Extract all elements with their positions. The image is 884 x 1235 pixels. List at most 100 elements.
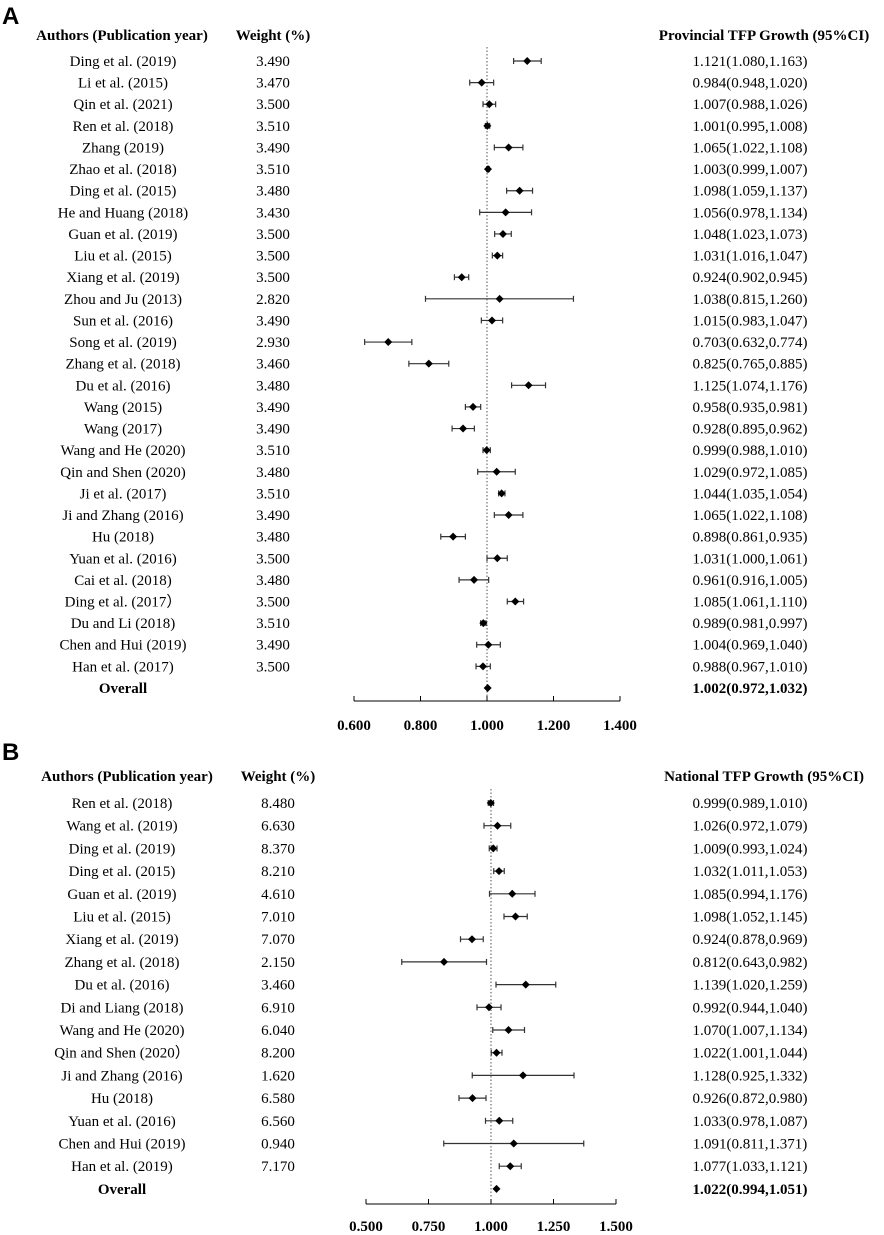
study-ci-text: 0.988(0.967,1.010): [693, 659, 808, 675]
study-ci-text: 1.026(0.972,1.079): [693, 819, 808, 835]
study-weight: 3.480: [256, 530, 290, 546]
study-name: Wang and He (2020): [59, 1023, 184, 1039]
study-ci-text: 1.085(0.994,1.176): [693, 887, 808, 903]
study-ci-text: 0.926(0.872,0.980): [693, 1091, 808, 1107]
study-ci-text: 0.958(0.935,0.981): [693, 400, 808, 416]
overall-ci-text: 1.002(0.972,1.032): [693, 681, 808, 697]
study-weight: 6.580: [261, 1091, 295, 1107]
point-estimate: [495, 294, 504, 303]
study-ci-text: 1.085(1.061,1.110): [693, 595, 807, 611]
study-name: Liu et al. (2015): [73, 910, 170, 926]
point-estimate: [495, 1116, 504, 1125]
point-estimate: [504, 1026, 513, 1034]
study-weight: 2.930: [256, 335, 290, 351]
point-estimate: [477, 78, 486, 87]
point-estimate: [493, 554, 502, 563]
overall-estimate: [492, 1184, 501, 1193]
study-name: Ren et al. (2018): [73, 119, 174, 135]
study-weight: 7.070: [261, 932, 295, 948]
study-name: Han et al. (2017): [72, 659, 174, 675]
study-ci-text: 0.703(0.632,0.774): [693, 335, 808, 351]
study-weight: 3.430: [256, 205, 290, 221]
header-effect: Provincial TFP Growth (95%CI): [659, 28, 869, 44]
study-weight: 3.480: [256, 465, 290, 481]
point-estimate: [459, 424, 468, 433]
study-ci-text: 1.125(1.074,1.176): [693, 378, 808, 394]
study-weight: 3.510: [256, 443, 290, 459]
study-ci-text: 1.029(0.972,1.085): [693, 465, 808, 481]
study-weight: 6.040: [261, 1023, 295, 1039]
study-ci-text: 1.004(0.969,1.040): [693, 638, 808, 654]
study-name: Di and Liang (2018): [61, 1000, 184, 1016]
study-ci-text: 1.065(1.022,1.108): [693, 140, 808, 156]
point-estimate: [498, 229, 507, 238]
point-estimate: [506, 1162, 515, 1171]
study-ci-text: 0.999(0.989,1.010): [693, 796, 808, 812]
x-tick-label: 0.800: [404, 718, 438, 734]
study-name: Zhao et al. (2018): [69, 162, 176, 178]
point-estimate: [479, 619, 488, 628]
point-estimate: [482, 446, 491, 455]
panel-label-B: B: [2, 739, 19, 766]
point-estimate: [504, 143, 513, 152]
overall-label: Overall: [99, 681, 147, 697]
study-weight: 8.200: [261, 1046, 295, 1062]
study-name: Chen and Hui (2019): [58, 1137, 185, 1153]
study-name: Ding et al. (2019): [69, 841, 176, 857]
point-estimate: [384, 338, 393, 347]
point-estimate: [523, 57, 532, 65]
x-tick-label: 1.000: [470, 718, 504, 734]
study-weight: 3.480: [256, 378, 290, 394]
study-ci-text: 1.098(1.052,1.145): [693, 910, 808, 926]
point-estimate: [487, 316, 496, 325]
point-estimate: [495, 867, 503, 876]
overall-estimate: [483, 683, 492, 692]
study-name: Yuan et al. (2016): [68, 1114, 175, 1130]
study-name: Liu et al. (2015): [74, 249, 171, 265]
study-name: Zhou and Ju (2013): [64, 292, 182, 308]
study-weight: 3.500: [256, 595, 290, 611]
point-estimate: [485, 1003, 493, 1012]
study-name: Xiang et al. (2019): [65, 932, 178, 948]
study-ci-text: 1.031(1.016,1.047): [693, 249, 808, 265]
study-ci-text: 0.928(0.895,0.962): [693, 422, 808, 438]
study-weight: 6.560: [261, 1114, 295, 1130]
x-tick-label: 0.750: [412, 1219, 446, 1235]
header-weight: Weight (%): [236, 28, 311, 44]
study-ci-text: 1.056(0.978,1.134): [693, 205, 808, 221]
study-ci-text: 0.825(0.765,0.885): [693, 357, 808, 373]
point-estimate: [468, 1094, 477, 1103]
x-tick-label: 1.400: [603, 718, 637, 734]
study-name: Han et al. (2019): [71, 1159, 173, 1175]
study-name: Du et al. (2016): [75, 978, 170, 994]
study-weight: 3.490: [256, 140, 290, 156]
x-tick-label: 1.250: [537, 1219, 571, 1235]
study-weight: 2.820: [256, 292, 290, 308]
study-ci-text: 0.924(0.902,0.945): [693, 270, 808, 286]
point-estimate: [492, 467, 501, 476]
study-ci-text: 1.038(0.815,1.260): [693, 292, 808, 308]
study-name: Qin et al. (2021): [73, 97, 172, 113]
study-weight: 3.500: [256, 97, 290, 113]
study-weight: 3.500: [256, 227, 290, 243]
study-weight: 3.480: [256, 573, 290, 589]
study-weight: 3.510: [256, 162, 290, 178]
study-weight: 8.370: [261, 841, 295, 857]
point-estimate: [468, 935, 476, 944]
point-estimate: [479, 662, 488, 671]
study-weight: 3.480: [256, 184, 290, 200]
study-ci-text: 1.031(1.000,1.061): [693, 551, 808, 567]
study-name: Wang (2015): [84, 400, 162, 416]
study-name: Xiang et al. (2019): [66, 270, 179, 286]
study-ci-text: 0.989(0.981,0.997): [693, 616, 808, 632]
study-name: Chen and Hui (2019): [59, 638, 186, 654]
header-weight: Weight (%): [241, 769, 316, 785]
study-ci-text: 1.009(0.993,1.024): [693, 841, 808, 857]
study-weight: 2.150: [261, 955, 295, 971]
point-estimate: [470, 575, 479, 584]
study-ci-text: 1.003(0.999,1.007): [693, 162, 808, 178]
point-estimate: [449, 532, 458, 541]
study-name: Zhang et al. (2018): [65, 955, 180, 971]
study-name: Ding et al. (2017）: [65, 594, 182, 611]
study-name: Ding et al. (2019): [70, 54, 177, 70]
